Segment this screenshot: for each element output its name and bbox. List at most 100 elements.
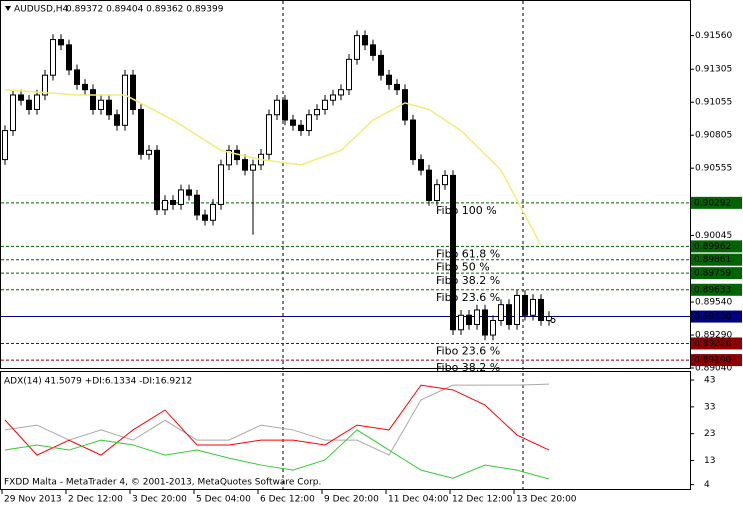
menu-arrow-icon[interactable] bbox=[5, 6, 11, 11]
candle-body bbox=[322, 99, 328, 110]
candle-body bbox=[178, 189, 184, 205]
x-tick-label: 5 Dec 04:00 bbox=[196, 495, 251, 505]
candle-body bbox=[162, 199, 168, 211]
candle-body bbox=[490, 320, 496, 336]
y-tick-label: 0.91305 bbox=[695, 65, 732, 75]
candle-body bbox=[58, 39, 64, 46]
x-tick-label: 6 Dec 12:00 bbox=[260, 495, 315, 505]
price-box-label: 0.90292 bbox=[694, 198, 731, 208]
candle-body bbox=[122, 74, 128, 126]
candle-body bbox=[106, 99, 112, 116]
candle-body bbox=[194, 194, 200, 216]
x-tick-label: 29 Nov 2013 bbox=[4, 495, 62, 505]
candle-body bbox=[394, 83, 400, 91]
price-box bbox=[691, 337, 742, 350]
candle-body bbox=[274, 99, 280, 116]
price-box bbox=[691, 267, 742, 280]
candle-body bbox=[498, 304, 504, 322]
candle-body bbox=[434, 184, 440, 201]
candle-body bbox=[530, 298, 536, 316]
candle-body bbox=[442, 174, 448, 186]
candle-body bbox=[154, 149, 160, 211]
candle-body bbox=[266, 114, 272, 155]
level-label: Fibo 61.8 % bbox=[436, 247, 500, 260]
price-box-label: 0.89633 bbox=[694, 285, 731, 295]
y-tick-label: 0.90045 bbox=[695, 231, 732, 241]
level-label: Fibo 100 % bbox=[436, 204, 497, 217]
candle-body bbox=[290, 119, 296, 126]
indicator-line bbox=[4, 383, 550, 456]
candle-body bbox=[458, 314, 464, 331]
candle-body bbox=[2, 130, 8, 161]
candle-body bbox=[74, 69, 80, 85]
candle-body bbox=[506, 304, 512, 325]
y-tick-label: 0.89540 bbox=[695, 298, 732, 308]
level-label: Fibo 38.2 % bbox=[436, 361, 500, 374]
price-box bbox=[691, 310, 742, 323]
candle-body bbox=[50, 39, 56, 76]
y-tick-label: 0.89040 bbox=[695, 364, 732, 374]
candle-body bbox=[402, 89, 408, 121]
price-box bbox=[691, 283, 742, 296]
candle-body bbox=[338, 89, 344, 96]
level-label: Fibo 38.2 % bbox=[436, 274, 500, 287]
candle-body bbox=[514, 294, 520, 325]
candle-body bbox=[522, 294, 528, 316]
price-box-label: 0.89430 bbox=[694, 312, 731, 322]
x-tick-label: 9 Dec 20:00 bbox=[324, 495, 379, 505]
candle-body bbox=[170, 199, 176, 205]
y-tick-label: 0.90555 bbox=[695, 164, 732, 174]
candle-body bbox=[202, 214, 208, 221]
y-tick-label: 33 bbox=[704, 402, 715, 412]
candle-body bbox=[450, 174, 456, 331]
level-label: Fibo 23.6 % bbox=[436, 344, 500, 357]
symbol: AUDUSD,H4 bbox=[14, 5, 69, 15]
candle-body bbox=[362, 35, 368, 46]
candle-body bbox=[306, 114, 312, 132]
y-tick-label: 0.90805 bbox=[695, 131, 732, 141]
candle-body bbox=[378, 54, 384, 76]
price-box bbox=[691, 240, 742, 253]
price-box-label: 0.89861 bbox=[694, 255, 731, 265]
candle-body bbox=[482, 309, 488, 336]
x-tick-label: 11 Dec 04:00 bbox=[388, 495, 449, 505]
x-tick-label: 13 Dec 20:00 bbox=[516, 495, 577, 505]
y-tick-label: 13 bbox=[704, 456, 715, 466]
moving-average bbox=[4, 88, 542, 246]
candle-body bbox=[226, 149, 232, 166]
candle-body bbox=[314, 108, 320, 116]
candle-body bbox=[354, 35, 360, 60]
last-bar-marker bbox=[550, 318, 556, 324]
candle-body bbox=[82, 83, 88, 91]
y-tick-label: 0.89290 bbox=[695, 331, 732, 341]
candle-body bbox=[18, 94, 24, 101]
candle-body bbox=[418, 159, 424, 171]
indicator-panel-border bbox=[0, 371, 691, 490]
main-panel-border bbox=[0, 0, 691, 369]
candle-body bbox=[298, 124, 304, 132]
candle-body bbox=[90, 89, 96, 110]
x-tick-label: 2 Dec 12:00 bbox=[68, 495, 123, 505]
price-box bbox=[691, 253, 742, 266]
candle-body bbox=[410, 119, 416, 161]
candle-body bbox=[282, 99, 288, 121]
indicator-line bbox=[4, 384, 550, 456]
price-box-label: 0.89226 bbox=[694, 339, 731, 349]
candle-body bbox=[26, 99, 32, 110]
price-box bbox=[691, 354, 742, 367]
x-tick-label: 3 Dec 20:00 bbox=[132, 495, 187, 505]
y-tick-label: 0.91055 bbox=[695, 98, 732, 108]
candle-body bbox=[466, 314, 472, 325]
y-tick-label: 23 bbox=[704, 429, 715, 439]
price-box-label: 0.89962 bbox=[694, 242, 731, 252]
candle-body bbox=[34, 94, 40, 110]
candle-body bbox=[546, 316, 552, 322]
candle-body bbox=[474, 309, 480, 325]
candle-body bbox=[146, 149, 152, 155]
candle-body bbox=[138, 108, 144, 155]
y-tick-label: 0.91560 bbox=[695, 31, 732, 41]
candle-body bbox=[250, 164, 256, 171]
candle-body bbox=[386, 74, 392, 85]
candle-body bbox=[538, 298, 544, 322]
candle-body bbox=[370, 44, 376, 56]
